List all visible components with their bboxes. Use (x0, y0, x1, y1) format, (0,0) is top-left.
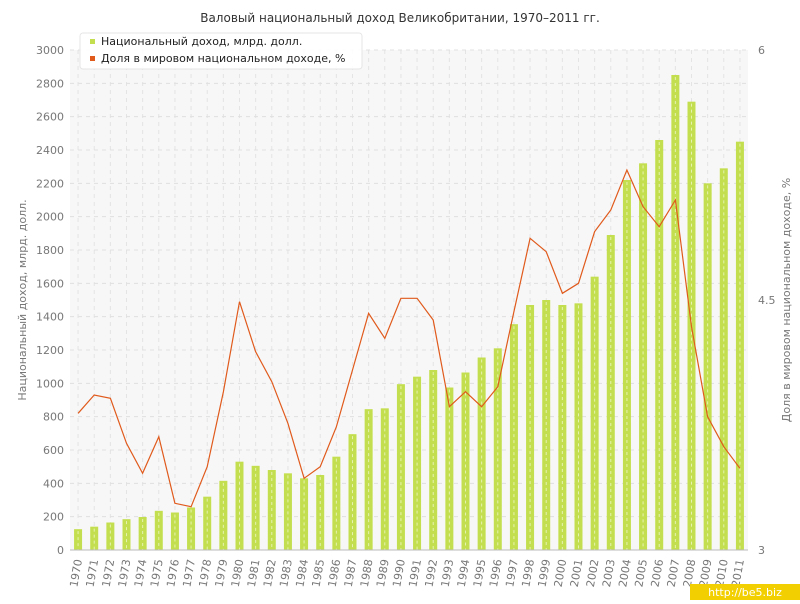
legend: Национальный доход, млрд. долл. Доля в ми… (79, 32, 363, 70)
x-tick-label: 1998 (519, 558, 537, 588)
x-tick-label: 2009 (697, 558, 715, 588)
y-tick-label: 200 (43, 511, 64, 524)
x-tick-label: 2003 (600, 558, 618, 588)
x-tick-label: 1984 (293, 558, 311, 588)
y-tick-label: 2400 (36, 144, 64, 157)
x-tick-label: 1974 (132, 558, 150, 588)
x-tick-label: 2002 (584, 558, 602, 588)
bar (429, 370, 438, 550)
y-tick-label: 2000 (36, 211, 64, 224)
x-tick-label: 2005 (632, 558, 650, 588)
x-tick-label: 1975 (148, 558, 166, 588)
chart-title: Валовый национальный доход Великобритани… (200, 11, 600, 25)
x-tick-label: 1970 (67, 558, 85, 588)
x-tick-label: 1980 (229, 558, 247, 588)
bar (90, 526, 99, 550)
x-tick-label: 2011 (729, 558, 747, 588)
y-tick-label: 1400 (36, 311, 64, 324)
y-tick-label: 2800 (36, 77, 64, 90)
legend-label: Национальный доход, млрд. долл. (101, 35, 302, 48)
x-tick-label: 1992 (423, 558, 441, 588)
x-tick-label: 1994 (455, 558, 473, 588)
y-tick-label: 1000 (36, 377, 64, 390)
y-tick-label: 800 (43, 411, 64, 424)
y-tick-label: 1200 (36, 344, 64, 357)
x-tick-label: 1987 (342, 558, 360, 588)
y2-axis-title: Доля в мировом национальном доходе, % (780, 178, 793, 422)
x-tick-label: 2008 (681, 558, 699, 588)
legend-label: Доля в мировом национальном доходе, % (101, 52, 345, 65)
bar (251, 465, 260, 550)
x-tick-label: 1990 (390, 558, 408, 588)
y-tick-label: 600 (43, 444, 64, 457)
bar (606, 235, 615, 550)
watermark-text: http://be5.biz (708, 586, 782, 599)
x-tick-label: 1981 (245, 558, 263, 588)
x-tick-label: 2007 (665, 558, 683, 588)
x-tick-label: 1993 (439, 558, 457, 588)
y2-tick-label: 4.5 (758, 294, 776, 307)
bar (655, 140, 664, 550)
x-tick-label: 2000 (552, 558, 570, 588)
x-tick-label: 1977 (180, 558, 198, 588)
bar (735, 141, 744, 550)
bar (300, 478, 309, 550)
x-tick-label: 1985 (310, 558, 328, 588)
y-tick-label: 1800 (36, 244, 64, 257)
share-line (77, 168, 741, 508)
x-tick-label: 2004 (616, 558, 634, 588)
y-tick-label: 3000 (36, 44, 64, 57)
bar (154, 510, 163, 550)
x-tick-label: 1991 (406, 558, 424, 588)
bar (477, 357, 486, 550)
y-tick-label: 1600 (36, 277, 64, 290)
legend-marker (90, 39, 95, 44)
x-tick-label: 1971 (84, 558, 102, 588)
bar (316, 475, 325, 550)
bar (639, 163, 648, 551)
x-tick-label: 1979 (213, 558, 231, 588)
x-tick-label: 1995 (471, 558, 489, 588)
y-tick-label: 0 (57, 544, 64, 557)
x-tick-label: 1996 (487, 558, 505, 588)
x-tick-label: 1976 (164, 558, 182, 588)
x-tick-label: 1978 (197, 558, 215, 588)
x-tick-label: 1988 (358, 558, 376, 588)
x-tick-label: 1999 (536, 558, 554, 588)
y2-tick-label: 3 (758, 544, 765, 557)
x-tick-label: 1982 (261, 558, 279, 588)
legend-box (79, 32, 363, 70)
y-tick-label: 400 (43, 477, 64, 490)
x-tick-label: 1986 (326, 558, 344, 588)
x-tick-label: 1972 (100, 558, 118, 588)
bar (170, 512, 179, 550)
y-axis-title: Национальный доход, млрд. долл. (16, 199, 29, 400)
y-tick-label: 2600 (36, 111, 64, 124)
watermark-badge (690, 584, 800, 600)
x-tick-label: 1997 (503, 558, 521, 588)
x-tick-label: 1989 (374, 558, 392, 588)
x-tick-label: 2006 (649, 558, 667, 588)
plot-background (70, 50, 748, 550)
x-tick-label: 1983 (277, 558, 295, 588)
y2-tick-label: 6 (758, 44, 765, 57)
x-tick-label: 2001 (568, 558, 586, 588)
bar (106, 522, 115, 550)
x-tick-label: 2010 (713, 558, 731, 588)
y-tick-label: 2200 (36, 177, 64, 190)
x-tick-label: 1973 (116, 558, 134, 588)
legend-marker (90, 56, 95, 61)
